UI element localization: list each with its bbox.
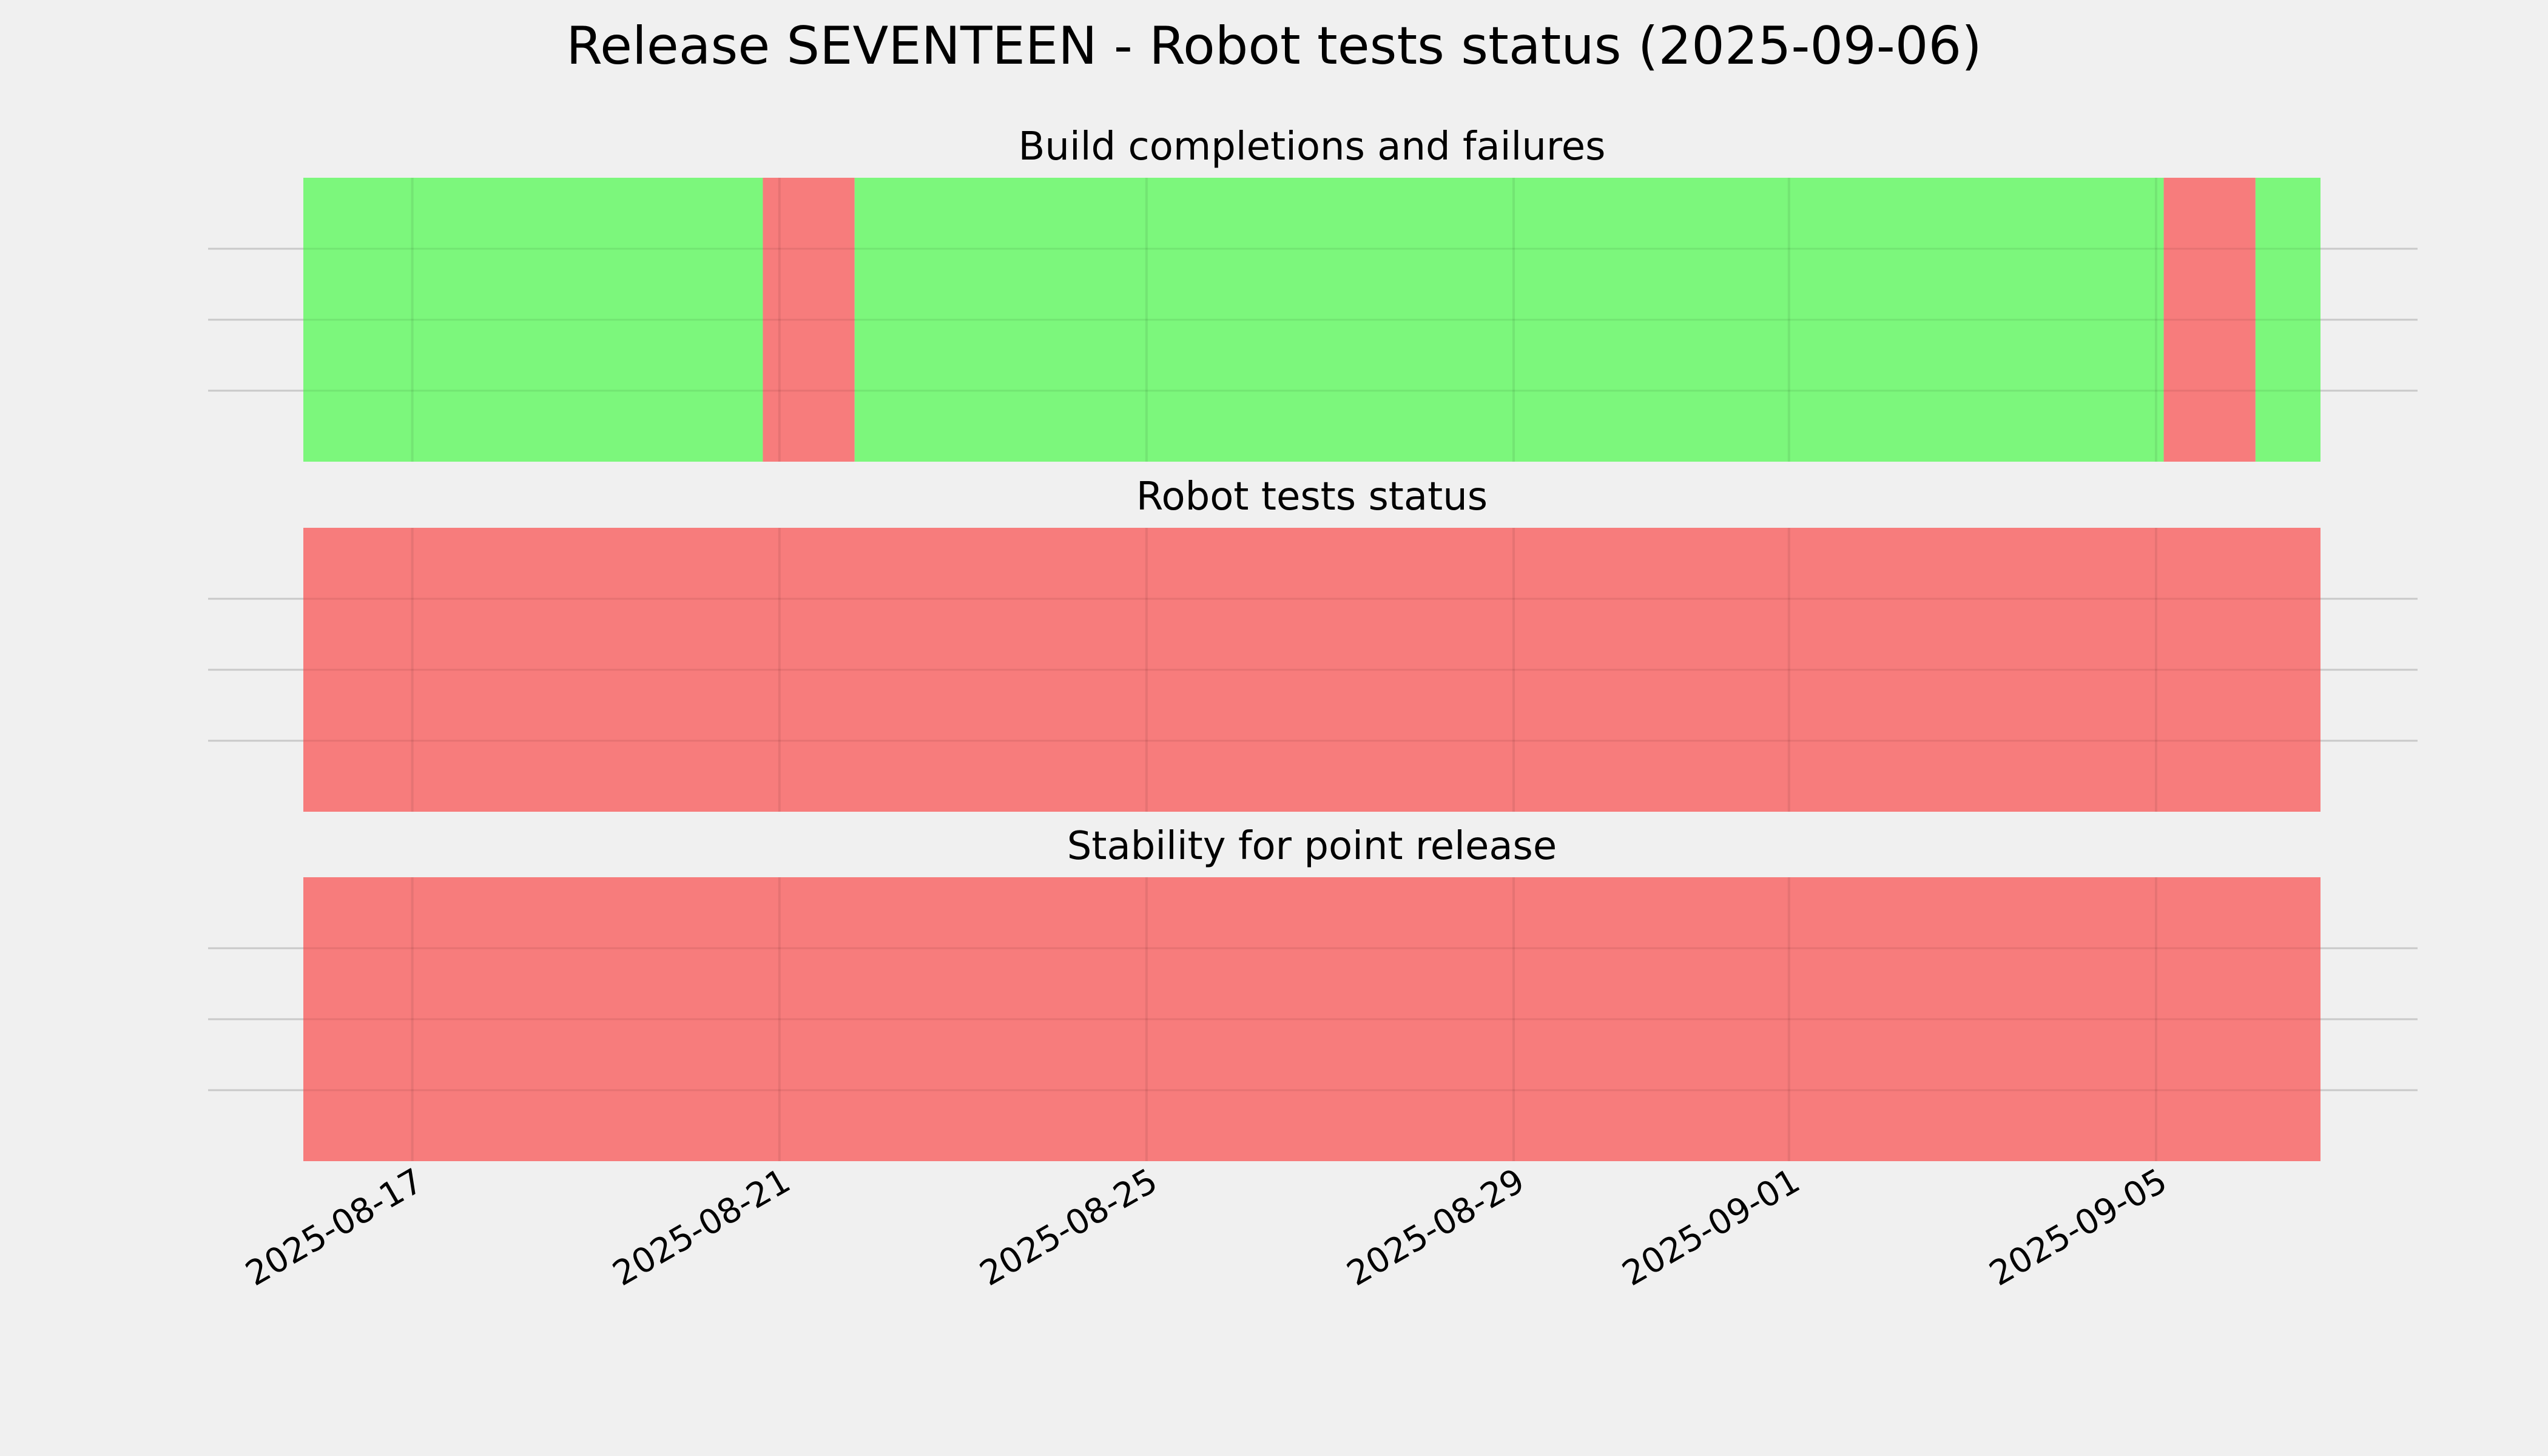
panel-title: Build completions and failures (1019, 124, 1606, 169)
status-segment-fail (303, 877, 2320, 1161)
panel-title: Stability for point release (1067, 824, 1557, 869)
panel-1: Build completions and failures (208, 124, 2418, 462)
panel-3: Stability for point release (208, 824, 2418, 1161)
status-segment-pass (2255, 178, 2320, 462)
status-segment-fail (763, 178, 855, 462)
panel-2: Robot tests status (208, 474, 2418, 812)
status-segment-fail (303, 528, 2320, 812)
status-segment-pass (303, 178, 763, 462)
chart-title: Release SEVENTEEN - Robot tests status (… (566, 16, 1982, 76)
status-segment-fail (2163, 178, 2256, 462)
panels-group: Build completions and failures Robot test… (208, 124, 2418, 1161)
status-segment-pass (854, 178, 2164, 462)
panel-title: Robot tests status (1136, 474, 1488, 519)
